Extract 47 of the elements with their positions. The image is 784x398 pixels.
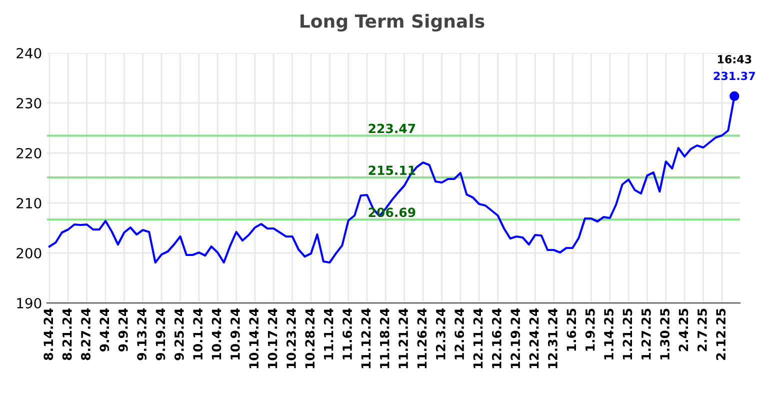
- x-tick-label: 11.18.24: [380, 308, 390, 368]
- x-tick-label: 1.30.25: [660, 308, 670, 360]
- x-tick-label: 10.4.24: [212, 308, 222, 360]
- y-tick-label: 230: [16, 98, 42, 108]
- x-tick-label: 8.27.24: [81, 308, 90, 360]
- x-tick-label: 2.4.25: [678, 308, 688, 352]
- x-tick-label: 9.13.24: [137, 308, 147, 360]
- x-tick-label: 11.6.24: [342, 308, 352, 360]
- x-tick-label: 12.6.24: [454, 308, 464, 360]
- x-tick-label: 8.21.24: [62, 308, 72, 360]
- x-tick-label: 11.26.24: [417, 308, 427, 368]
- x-tick-label: 10.28.24: [305, 308, 315, 368]
- x-tick-label: 10.23.24: [286, 308, 296, 368]
- x-tick-label: 12.16.24: [492, 308, 502, 368]
- x-tick-label: 8.14.24: [44, 308, 54, 360]
- x-tick-label: 1.9.25: [585, 308, 595, 351]
- x-tick-label: 11.21.24: [398, 308, 408, 368]
- x-tick-label: 12.11.24: [473, 308, 483, 368]
- ref-line-label: 223.47: [368, 124, 416, 134]
- x-tick-label: 12.19.24: [510, 308, 520, 368]
- x-tick-label: 1.21.25: [622, 308, 632, 360]
- x-tick-label: 9.4.24: [100, 308, 110, 352]
- y-tick-label: 240: [16, 48, 42, 58]
- x-tick-label: 1.6.25: [566, 308, 576, 351]
- x-tick-label: 12.24.24: [529, 308, 539, 368]
- y-tick-label: 220: [16, 148, 42, 158]
- x-tick-label: 9.25.24: [174, 308, 184, 360]
- x-tick-label: 11.1.24: [324, 308, 334, 360]
- x-tick-label: 1.14.25: [604, 308, 614, 360]
- x-tick-label: 11.12.24: [361, 308, 370, 368]
- chart-title: Long Term Signals: [300, 14, 484, 32]
- annotation: 16:43: [718, 55, 752, 64]
- x-tick-label: 2.12.25: [716, 308, 726, 360]
- y-tick-label: 210: [16, 198, 42, 208]
- x-tick-label: 9.9.24: [118, 308, 128, 352]
- x-tick-label: 2.7.25: [697, 308, 707, 352]
- x-tick-label: 10.1.24: [193, 308, 203, 360]
- x-tick-label: 12.3.24: [436, 308, 446, 360]
- y-tick-label: 200: [16, 248, 42, 258]
- x-tick-label: 1.27.25: [641, 308, 651, 360]
- y-tick-label: 190: [17, 298, 42, 308]
- x-tick-label: 9.19.24: [156, 308, 166, 360]
- x-tick-label: 12.31.24: [548, 308, 558, 368]
- x-tick-label: 10.9.24: [230, 308, 240, 360]
- x-tick-label: 10.17.24: [268, 308, 278, 368]
- x-tick-label: 10.14.24: [249, 308, 259, 368]
- data-label: 231.37: [714, 72, 755, 80]
